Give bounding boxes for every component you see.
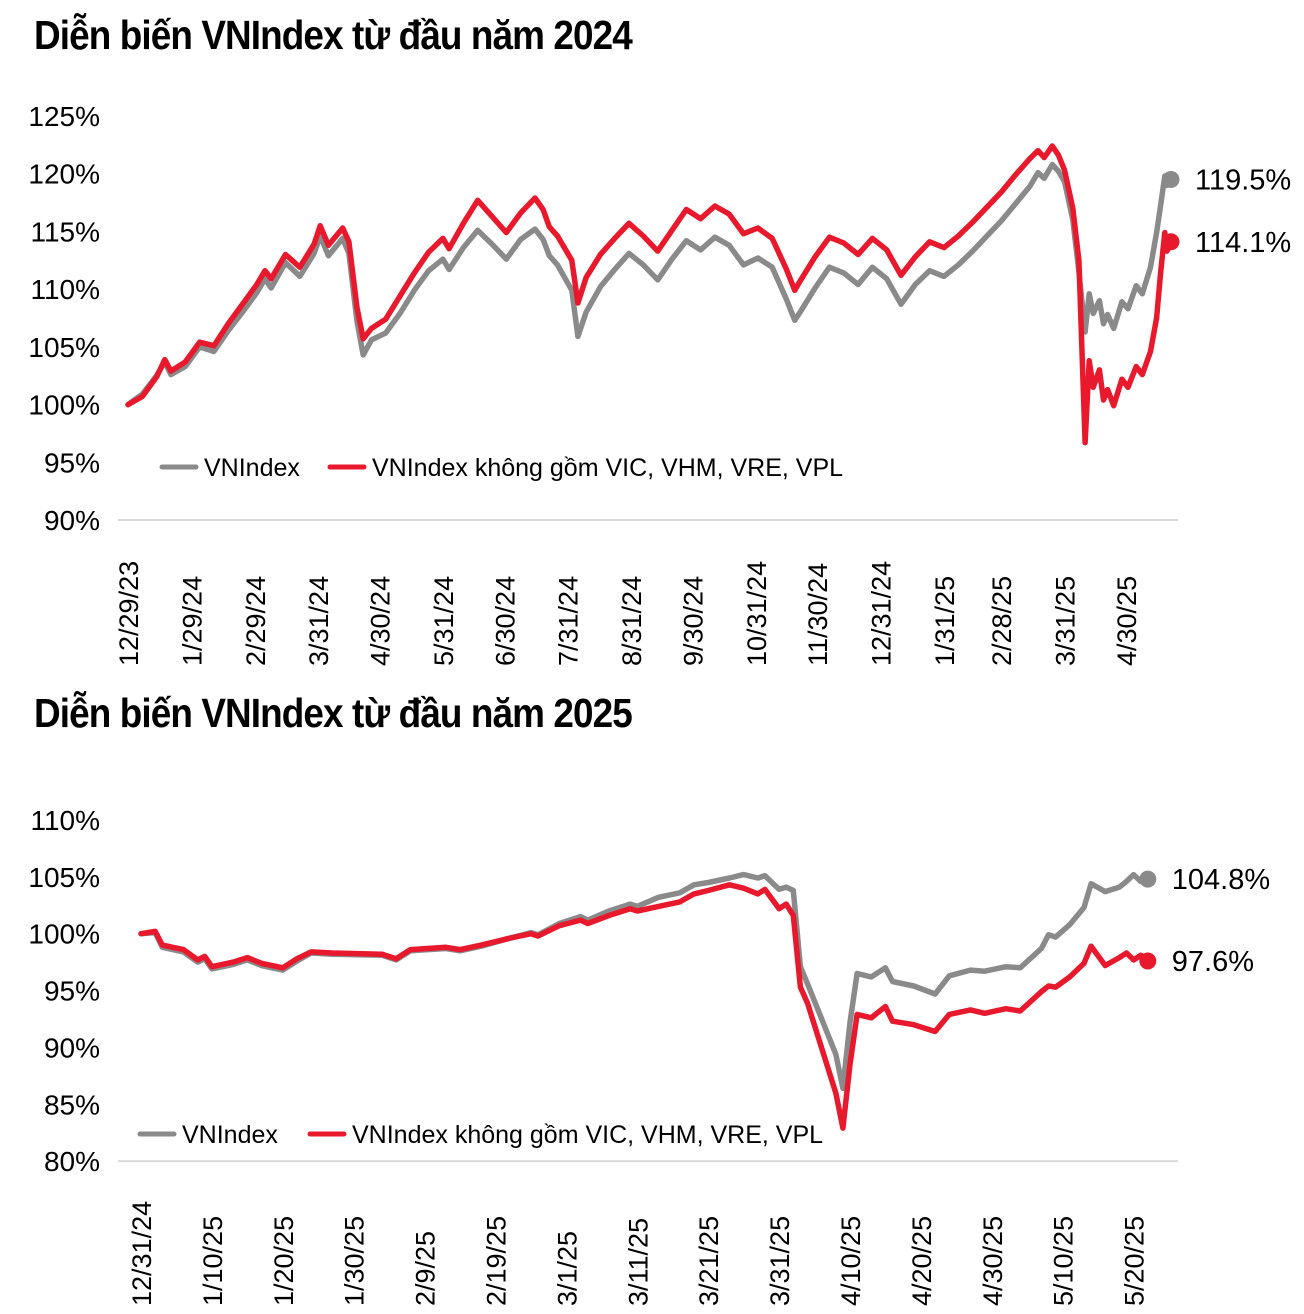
- vnindex-end-dot: [1139, 870, 1157, 888]
- x-axis-tick-label: 2/29/24: [241, 576, 271, 666]
- x-axis-tick-label: 11/30/24: [803, 563, 833, 666]
- legend-vnindex-label: VNIndex: [182, 1121, 278, 1149]
- y-axis-tick-label: 95%: [44, 447, 100, 478]
- x-axis-tick-label: 3/31/24: [304, 576, 334, 666]
- y-axis-tick-label: 105%: [28, 332, 100, 363]
- vnindex-end-value-label: 104.8%: [1172, 864, 1270, 896]
- x-axis-tick-label: 4/30/25: [1112, 576, 1142, 666]
- chart-2024-title: Diễn biến VNIndex từ đầu năm 2024: [34, 12, 633, 58]
- x-axis-tick-label: 1/10/25: [198, 1216, 228, 1306]
- x-axis-tick-label: 5/31/24: [429, 576, 459, 666]
- x-axis-tick-label: 4/10/25: [836, 1216, 866, 1306]
- x-axis-tick-label: 2/28/25: [987, 576, 1017, 666]
- vnindex-ex-end-value-label: 114.1%: [1195, 227, 1291, 259]
- y-axis-tick-label: 80%: [44, 1146, 100, 1177]
- x-axis-tick-label: 7/31/24: [554, 576, 584, 666]
- x-axis-tick-label: 4/30/25: [978, 1216, 1008, 1306]
- y-axis-tick-label: 100%: [28, 390, 100, 421]
- y-axis-tick-label: 85%: [44, 1089, 100, 1120]
- legend-vnindex-label: VNIndex: [204, 454, 300, 482]
- vnindex-ex-vic-line: [125, 143, 1174, 446]
- y-axis-tick-label: 120%: [28, 159, 100, 190]
- vnindex-ex-end-value-label: 97.6%: [1172, 946, 1254, 978]
- x-axis-tick-label: 3/31/25: [1051, 576, 1081, 666]
- y-axis-tick-label: 115%: [30, 216, 100, 247]
- vnindex-ex-vic-line: [138, 882, 1151, 1131]
- y-axis-tick-label: 110%: [30, 805, 100, 836]
- x-axis-tick-label: 5/20/25: [1120, 1216, 1150, 1306]
- x-axis-tick-label: 4/30/24: [366, 576, 396, 666]
- x-axis-tick-label: 9/30/24: [678, 576, 708, 666]
- y-axis-tick-label: 90%: [44, 505, 100, 536]
- x-axis-tick-label: 1/20/25: [269, 1216, 299, 1306]
- x-axis-tick-label: 10/31/24: [742, 561, 772, 666]
- vnindex-ex-end-dot: [1139, 952, 1157, 970]
- vnindex-line: [125, 161, 1174, 408]
- x-axis-tick-label: 3/11/25: [623, 1218, 653, 1306]
- x-axis-tick-label: 1/29/24: [177, 576, 207, 666]
- y-axis-tick-label: 95%: [44, 976, 100, 1007]
- chart-2025-title: Diễn biến VNIndex từ đầu năm 2025: [34, 690, 633, 736]
- x-axis-tick-label: 12/31/24: [127, 1201, 157, 1306]
- x-axis-tick-label: 12/31/24: [867, 561, 897, 666]
- vnindex-end-value-label: 119.5%: [1195, 165, 1291, 197]
- x-axis-tick-label: 6/30/24: [490, 576, 520, 666]
- legend-vnindex-ex-label: VNIndex không gồm VIC, VHM, VRE, VPL: [372, 454, 843, 482]
- x-axis-tick-label: 1/30/25: [340, 1216, 370, 1306]
- x-axis-tick-label: 3/21/25: [694, 1216, 724, 1306]
- x-axis-tick-label: 2/19/25: [482, 1216, 512, 1306]
- y-axis-tick-label: 90%: [44, 1032, 100, 1063]
- vnindex-ex-end-dot: [1162, 233, 1180, 251]
- x-axis-tick-label: 2/9/25: [411, 1231, 441, 1306]
- x-axis-tick-label: 4/20/25: [907, 1216, 937, 1306]
- x-axis-tick-label: 5/10/25: [1049, 1216, 1079, 1306]
- vnindex-end-dot: [1162, 171, 1180, 188]
- legend-vnindex-ex-label: VNIndex không gồm VIC, VHM, VRE, VPL: [352, 1121, 823, 1149]
- x-axis-tick-label: 8/31/24: [617, 576, 647, 666]
- x-axis-tick-label: 3/31/25: [765, 1216, 795, 1306]
- y-axis-tick-label: 100%: [28, 919, 100, 950]
- x-axis-tick-label: 12/29/23: [114, 561, 144, 666]
- x-axis-tick-label: 1/31/25: [930, 576, 960, 666]
- y-axis-tick-label: 125%: [28, 101, 100, 132]
- y-axis-tick-label: 110%: [30, 274, 100, 305]
- x-axis-tick-label: 3/1/25: [552, 1231, 582, 1306]
- y-axis-tick-label: 105%: [28, 862, 100, 893]
